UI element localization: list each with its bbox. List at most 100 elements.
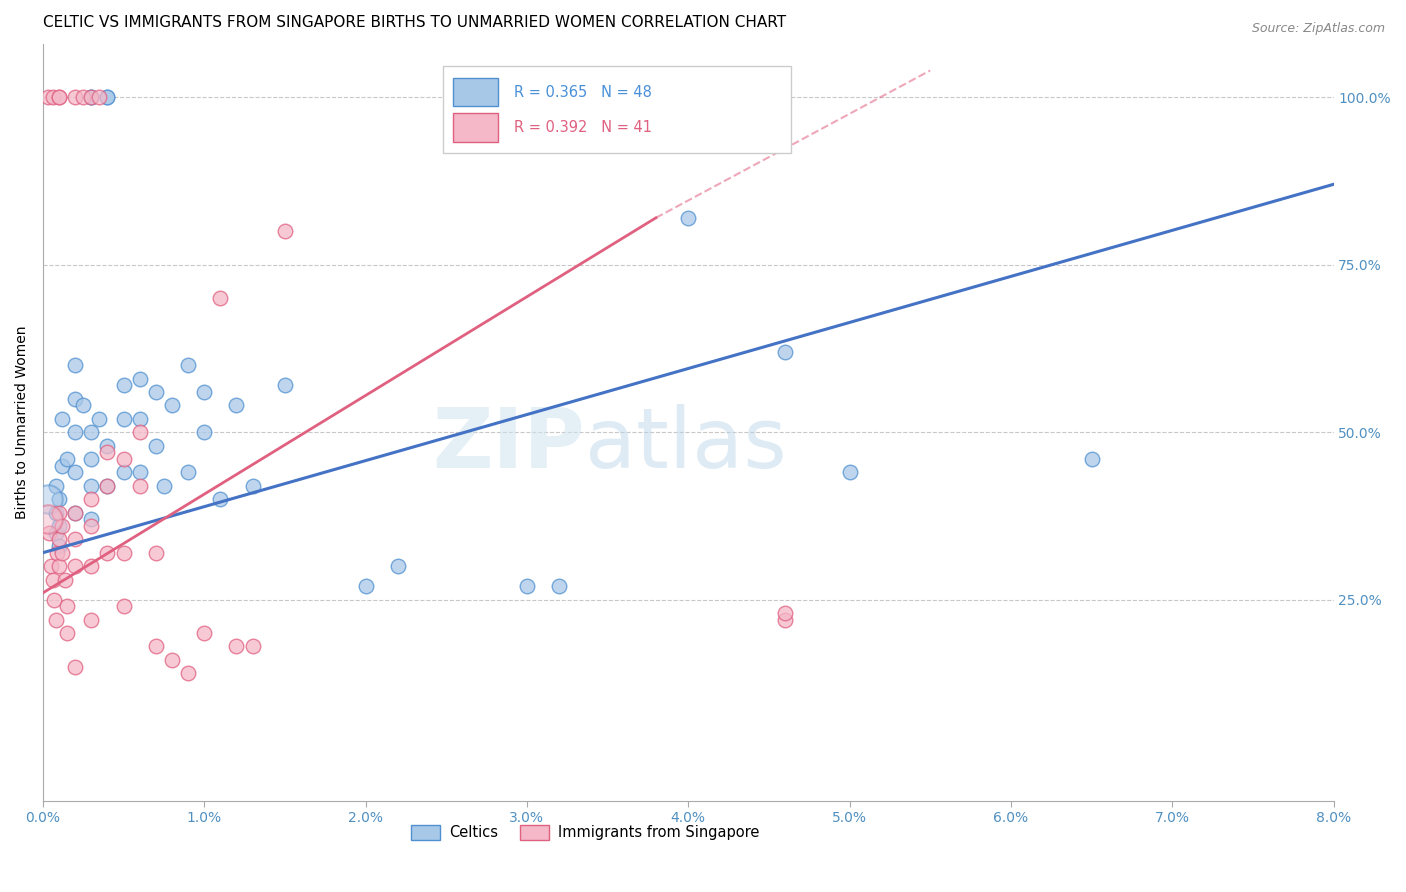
Point [55,573,77,587]
Point [96,479,118,493]
Point [89,411,111,425]
FancyBboxPatch shape [443,66,792,153]
Point [45,479,67,493]
Point [63,559,86,574]
Point [37,90,59,104]
Point [63,90,86,104]
Point [128,425,150,439]
Point [209,492,232,507]
Point [145,546,167,560]
Point [225,640,247,654]
Point [80,613,103,627]
Point [177,666,200,681]
Point [838,466,860,480]
Point [193,626,215,640]
Point [209,291,232,305]
FancyBboxPatch shape [453,78,499,106]
Point [45,506,67,520]
Point [51,458,73,473]
Point [51,519,73,533]
Point [128,479,150,493]
Point [773,613,796,627]
Text: Source: ZipAtlas.com: Source: ZipAtlas.com [1251,22,1385,36]
Point [38,525,60,540]
Point [48,519,70,533]
Point [63,392,86,406]
Point [41,573,63,587]
Point [63,506,86,520]
Point [773,344,796,359]
Point [225,398,247,412]
Point [387,559,409,574]
Text: atlas: atlas [585,404,787,485]
Point [48,492,70,507]
Text: ZIP: ZIP [433,404,585,485]
Point [145,384,167,399]
Point [96,546,118,560]
Point [80,452,103,467]
Point [45,525,67,540]
Point [96,479,118,493]
Point [51,546,73,560]
Point [153,479,176,493]
Point [51,411,73,425]
Point [48,506,70,520]
Point [128,411,150,425]
Legend: Celtics, Immigrants from Singapore: Celtics, Immigrants from Singapore [405,819,765,847]
Point [48,533,70,547]
Point [548,579,571,593]
Point [37,512,59,526]
Point [41,90,63,104]
Point [112,411,135,425]
FancyBboxPatch shape [453,113,499,142]
Point [193,384,215,399]
Point [112,599,135,614]
Point [96,90,118,104]
Point [44,592,66,607]
Point [96,445,118,459]
Point [89,90,111,104]
Point [48,559,70,574]
Point [274,224,297,238]
Point [80,90,103,104]
Point [145,438,167,452]
Point [48,90,70,104]
Point [96,90,118,104]
Y-axis label: Births to Unmarried Women: Births to Unmarried Women [15,326,30,519]
Point [676,211,699,225]
Point [63,659,86,673]
Point [48,90,70,104]
Point [63,425,86,439]
Point [63,466,86,480]
Point [112,466,135,480]
Point [177,358,200,372]
Point [112,546,135,560]
Point [128,371,150,385]
Point [128,466,150,480]
Text: CELTIC VS IMMIGRANTS FROM SINGAPORE BIRTHS TO UNMARRIED WOMEN CORRELATION CHART: CELTIC VS IMMIGRANTS FROM SINGAPORE BIRT… [44,15,786,30]
Point [80,479,103,493]
Point [193,425,215,439]
Point [45,613,67,627]
Point [56,599,79,614]
Point [160,398,183,412]
Point [145,640,167,654]
Text: R = 0.392   N = 41: R = 0.392 N = 41 [515,120,652,136]
Point [80,90,103,104]
Point [39,559,62,574]
Point [63,506,86,520]
Point [46,546,69,560]
Point [56,452,79,467]
Point [773,606,796,620]
Point [48,539,70,553]
Point [96,438,118,452]
Point [80,425,103,439]
Point [112,378,135,392]
Point [242,479,264,493]
Point [160,653,183,667]
Point [63,358,86,372]
Point [516,579,538,593]
Text: R = 0.365   N = 48: R = 0.365 N = 48 [515,85,652,100]
Point [177,466,200,480]
Point [63,533,86,547]
